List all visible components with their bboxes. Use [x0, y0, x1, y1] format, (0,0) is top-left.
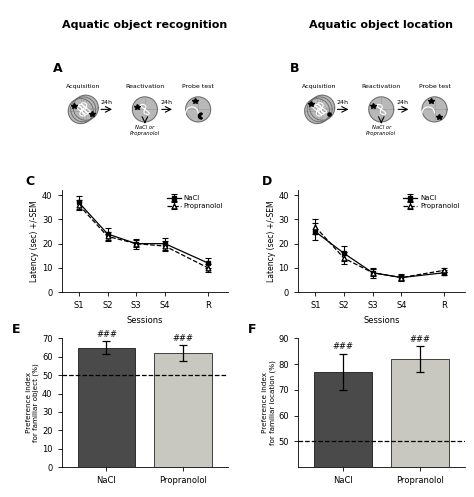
Y-axis label: Latency (sec) +/-SEM: Latency (sec) +/-SEM	[30, 200, 39, 282]
Polygon shape	[305, 98, 329, 124]
Text: 24h: 24h	[397, 100, 409, 105]
Polygon shape	[310, 95, 335, 120]
Text: Aquatic object recognition: Aquatic object recognition	[62, 20, 228, 30]
Text: ###: ###	[96, 331, 117, 339]
Text: Reactivation: Reactivation	[125, 83, 164, 88]
Text: Probe test: Probe test	[419, 83, 450, 88]
Bar	[155, 353, 212, 467]
Text: C: C	[25, 175, 34, 188]
Bar	[314, 372, 372, 497]
Bar	[78, 347, 135, 467]
Text: ###: ###	[173, 334, 194, 343]
Polygon shape	[186, 97, 210, 122]
Text: F: F	[248, 323, 256, 336]
Text: D: D	[261, 175, 272, 188]
Legend: NaCl, Propranolol: NaCl, Propranolol	[402, 194, 461, 211]
Text: Acquisition: Acquisition	[66, 83, 100, 88]
Y-axis label: Preference index
for familiar location (%): Preference index for familiar location (…	[262, 360, 275, 445]
Text: ###: ###	[409, 334, 430, 343]
Polygon shape	[68, 98, 93, 124]
Text: A: A	[53, 62, 63, 75]
Text: Aquatic object location: Aquatic object location	[309, 20, 453, 30]
Polygon shape	[132, 97, 157, 122]
Text: Reactivation: Reactivation	[362, 83, 401, 88]
Polygon shape	[422, 97, 447, 122]
Text: B: B	[290, 62, 299, 75]
Text: 24h: 24h	[161, 100, 173, 105]
Polygon shape	[71, 97, 96, 122]
Text: 24h: 24h	[100, 100, 112, 105]
Text: 24h: 24h	[337, 100, 349, 105]
Polygon shape	[73, 95, 98, 120]
Text: NaCl or
Propranolol: NaCl or Propranolol	[366, 125, 396, 136]
Polygon shape	[307, 97, 332, 122]
Legend: NaCl, Propranolol: NaCl, Propranolol	[166, 194, 225, 211]
Polygon shape	[199, 113, 202, 119]
Text: Probe test: Probe test	[182, 83, 214, 88]
Text: ###: ###	[332, 342, 353, 351]
Text: Acquisition: Acquisition	[302, 83, 337, 88]
Y-axis label: Preference index
for familiar object (%): Preference index for familiar object (%)	[26, 363, 39, 442]
Y-axis label: Latency (sec) +/-SEM: Latency (sec) +/-SEM	[266, 200, 275, 282]
Text: NaCl or
Propranolol: NaCl or Propranolol	[130, 125, 160, 136]
Polygon shape	[369, 97, 394, 122]
X-axis label: Sessions: Sessions	[363, 316, 400, 325]
X-axis label: Sessions: Sessions	[127, 316, 163, 325]
Bar	[391, 359, 448, 497]
Text: E: E	[12, 323, 20, 336]
